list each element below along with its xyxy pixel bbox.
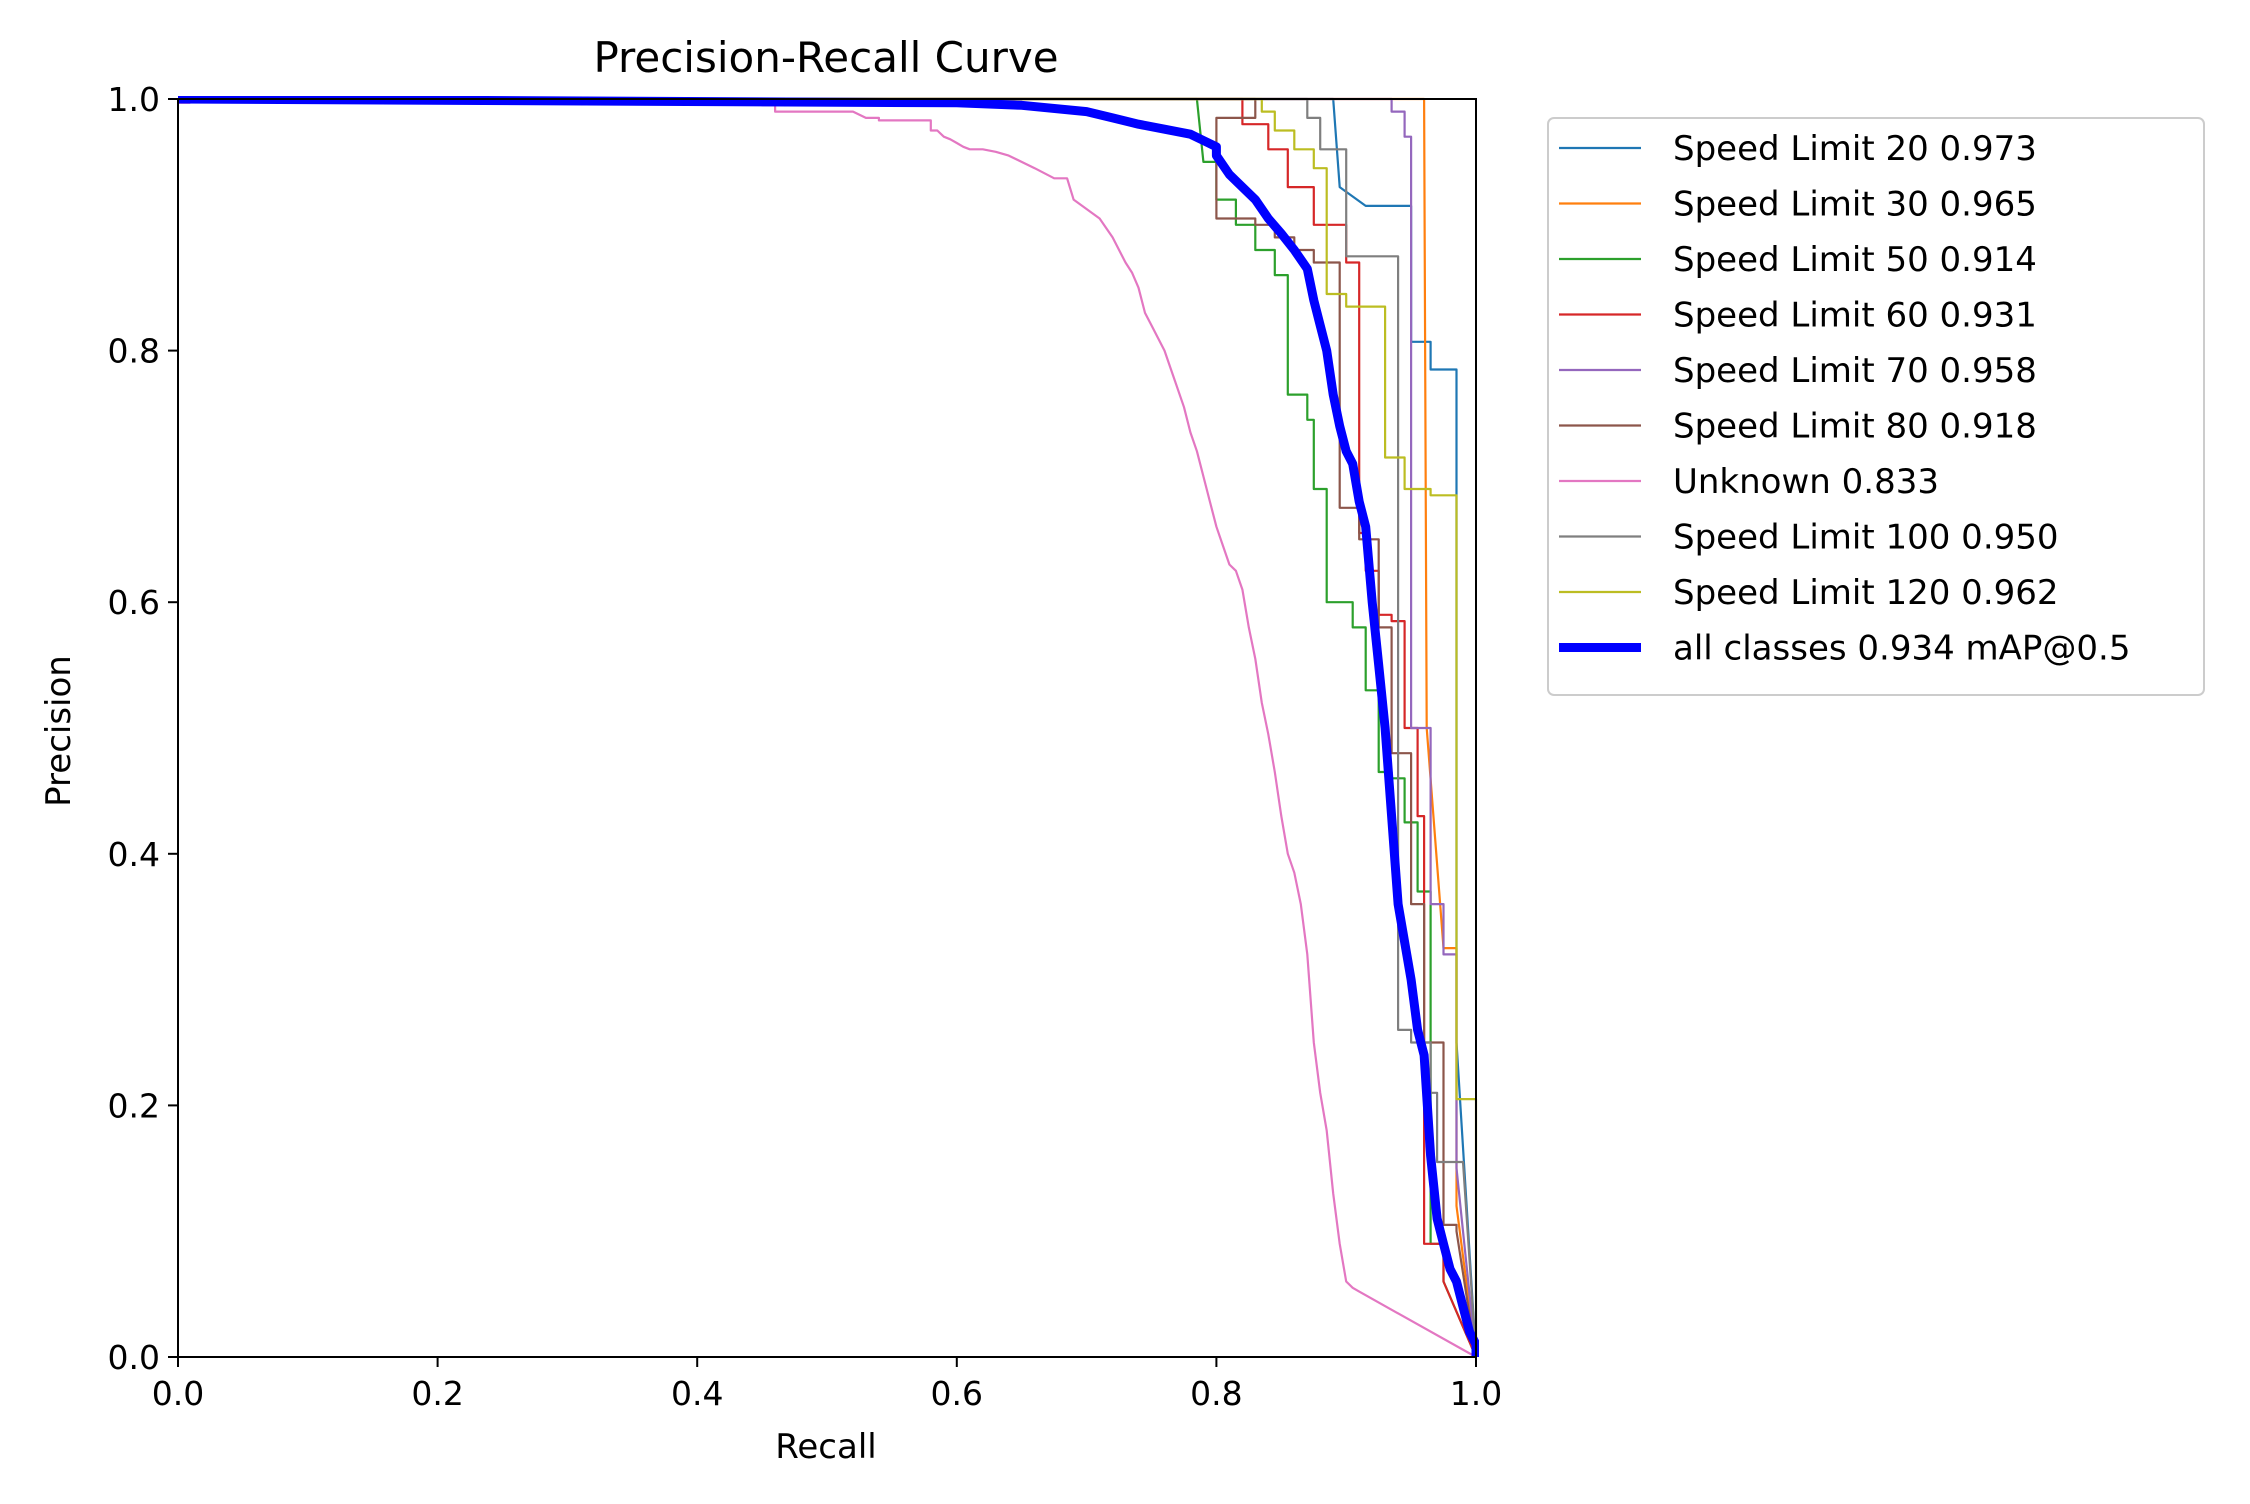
legend-label: Speed Limit 30 0.965 [1673,185,2037,225]
series-line-7 [178,100,1477,1358]
legend-label: Speed Limit 100 0.950 [1673,518,2059,558]
series-line-6 [178,97,1478,1358]
axes: 0.0 0.2 0.4 0.6 0.8 1.0 0.0 0.2 0.4 0.6 0.8 1.0 [108,80,1503,1413]
x-tick-label: 0.2 [411,1374,463,1413]
series-line-1 [178,97,1478,1358]
y-tick-label: 0.0 [108,1338,160,1377]
plot-frame [177,98,1477,1358]
x-tick-label: 0.4 [671,1374,723,1413]
x-tick-label: 0.0 [152,1374,204,1413]
x-axis-label: Recall [775,1427,876,1467]
legend: Speed Limit 20 0.973 Speed Limit 30 0.965… [1547,117,2205,696]
legend-label: Speed Limit 120 0.962 [1673,573,2059,613]
y-axis-label: Precision [39,655,79,807]
series-line-3 [178,97,1478,1358]
y-tick-label: 0.4 [108,835,160,874]
y-tick-label: 0.6 [108,583,160,622]
series-line-5 [178,97,1478,1358]
legend-label: Speed Limit 50 0.914 [1673,240,2037,280]
legend-label: Speed Limit 80 0.918 [1673,407,2037,447]
x-tick-label: 1.0 [1450,1374,1502,1413]
plot-area [177,96,1479,1358]
legend-label: Unknown 0.833 [1673,462,1939,502]
chart-title: Precision-Recall Curve [593,33,1058,82]
y-tick-label: 1.0 [108,80,160,119]
x-tick-label: 0.8 [1190,1374,1242,1413]
legend-label: all classes 0.934 mAP@0.5 [1673,629,2130,669]
series-line-10 [177,96,1479,1357]
legend-label: Speed Limit 60 0.931 [1673,296,2037,336]
legend-box [1547,117,2205,696]
series-line-2 [178,97,1478,1358]
y-tick-label: 0.8 [108,332,160,371]
series-line-8 [178,97,1478,1358]
legend-label: Speed Limit 20 0.973 [1673,129,2037,169]
y-tick-label: 0.2 [108,1086,160,1125]
legend-label: Speed Limit 70 0.958 [1673,351,2037,391]
x-tick-label: 0.6 [931,1374,983,1413]
series-line-4 [178,97,1478,1358]
series-line-9 [178,97,1478,1357]
